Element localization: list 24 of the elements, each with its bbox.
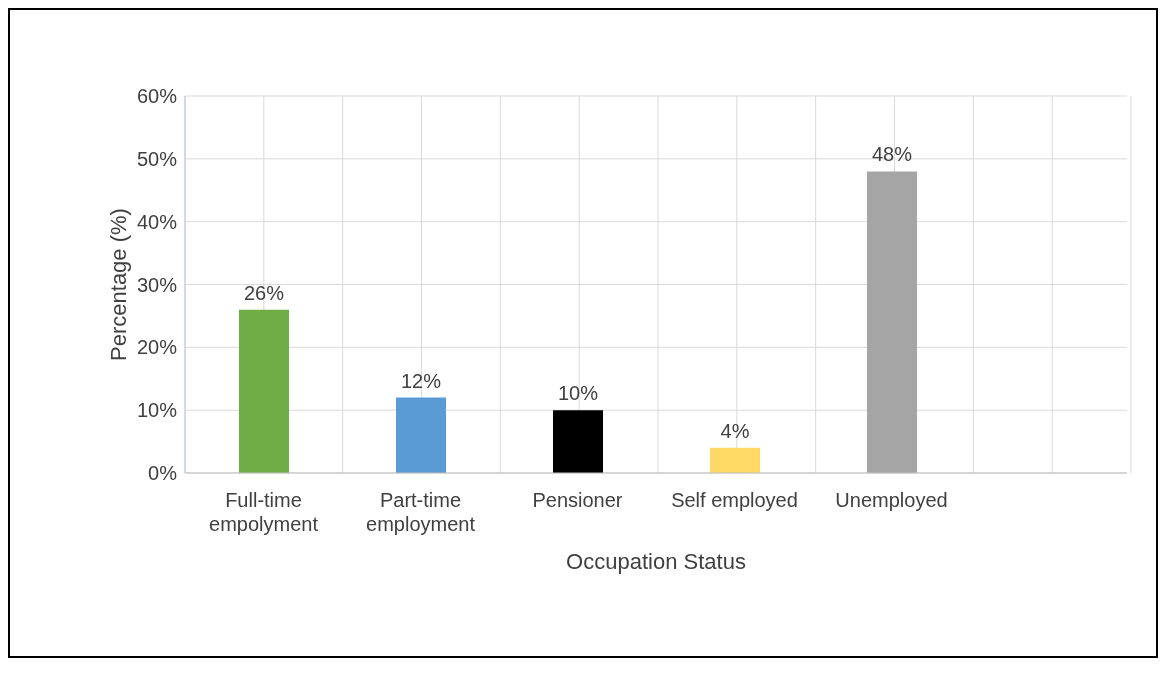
x-tick-label: Self employed [671,489,798,511]
y-tick-label: 40% [136,210,178,233]
y-tick-label: 60% [136,85,178,108]
x-tick-label: Part-time employment [366,489,476,535]
bar [396,397,446,473]
bar [239,309,289,473]
data-label: 10% [557,382,599,405]
y-axis-title: Percentage (%) [105,208,131,361]
bar [553,410,603,473]
bar [710,447,760,473]
data-label: 26% [243,281,285,304]
data-label: 48% [871,143,913,166]
x-tick-label: Unemployed [835,489,948,511]
x-tick-label: Full-time empolyment [209,489,319,535]
x-tick-label: Pensioner [532,489,623,511]
x-axis-title: Occupation Status [566,548,746,574]
y-tick-label: 50% [136,147,178,170]
data-label: 4% [720,419,750,442]
bar [867,171,917,473]
y-tick-label: 0% [148,462,178,485]
y-tick-label: 10% [136,399,178,422]
data-label: 12% [400,369,442,392]
y-tick-label: 20% [136,336,178,359]
y-tick-label: 30% [136,273,178,296]
